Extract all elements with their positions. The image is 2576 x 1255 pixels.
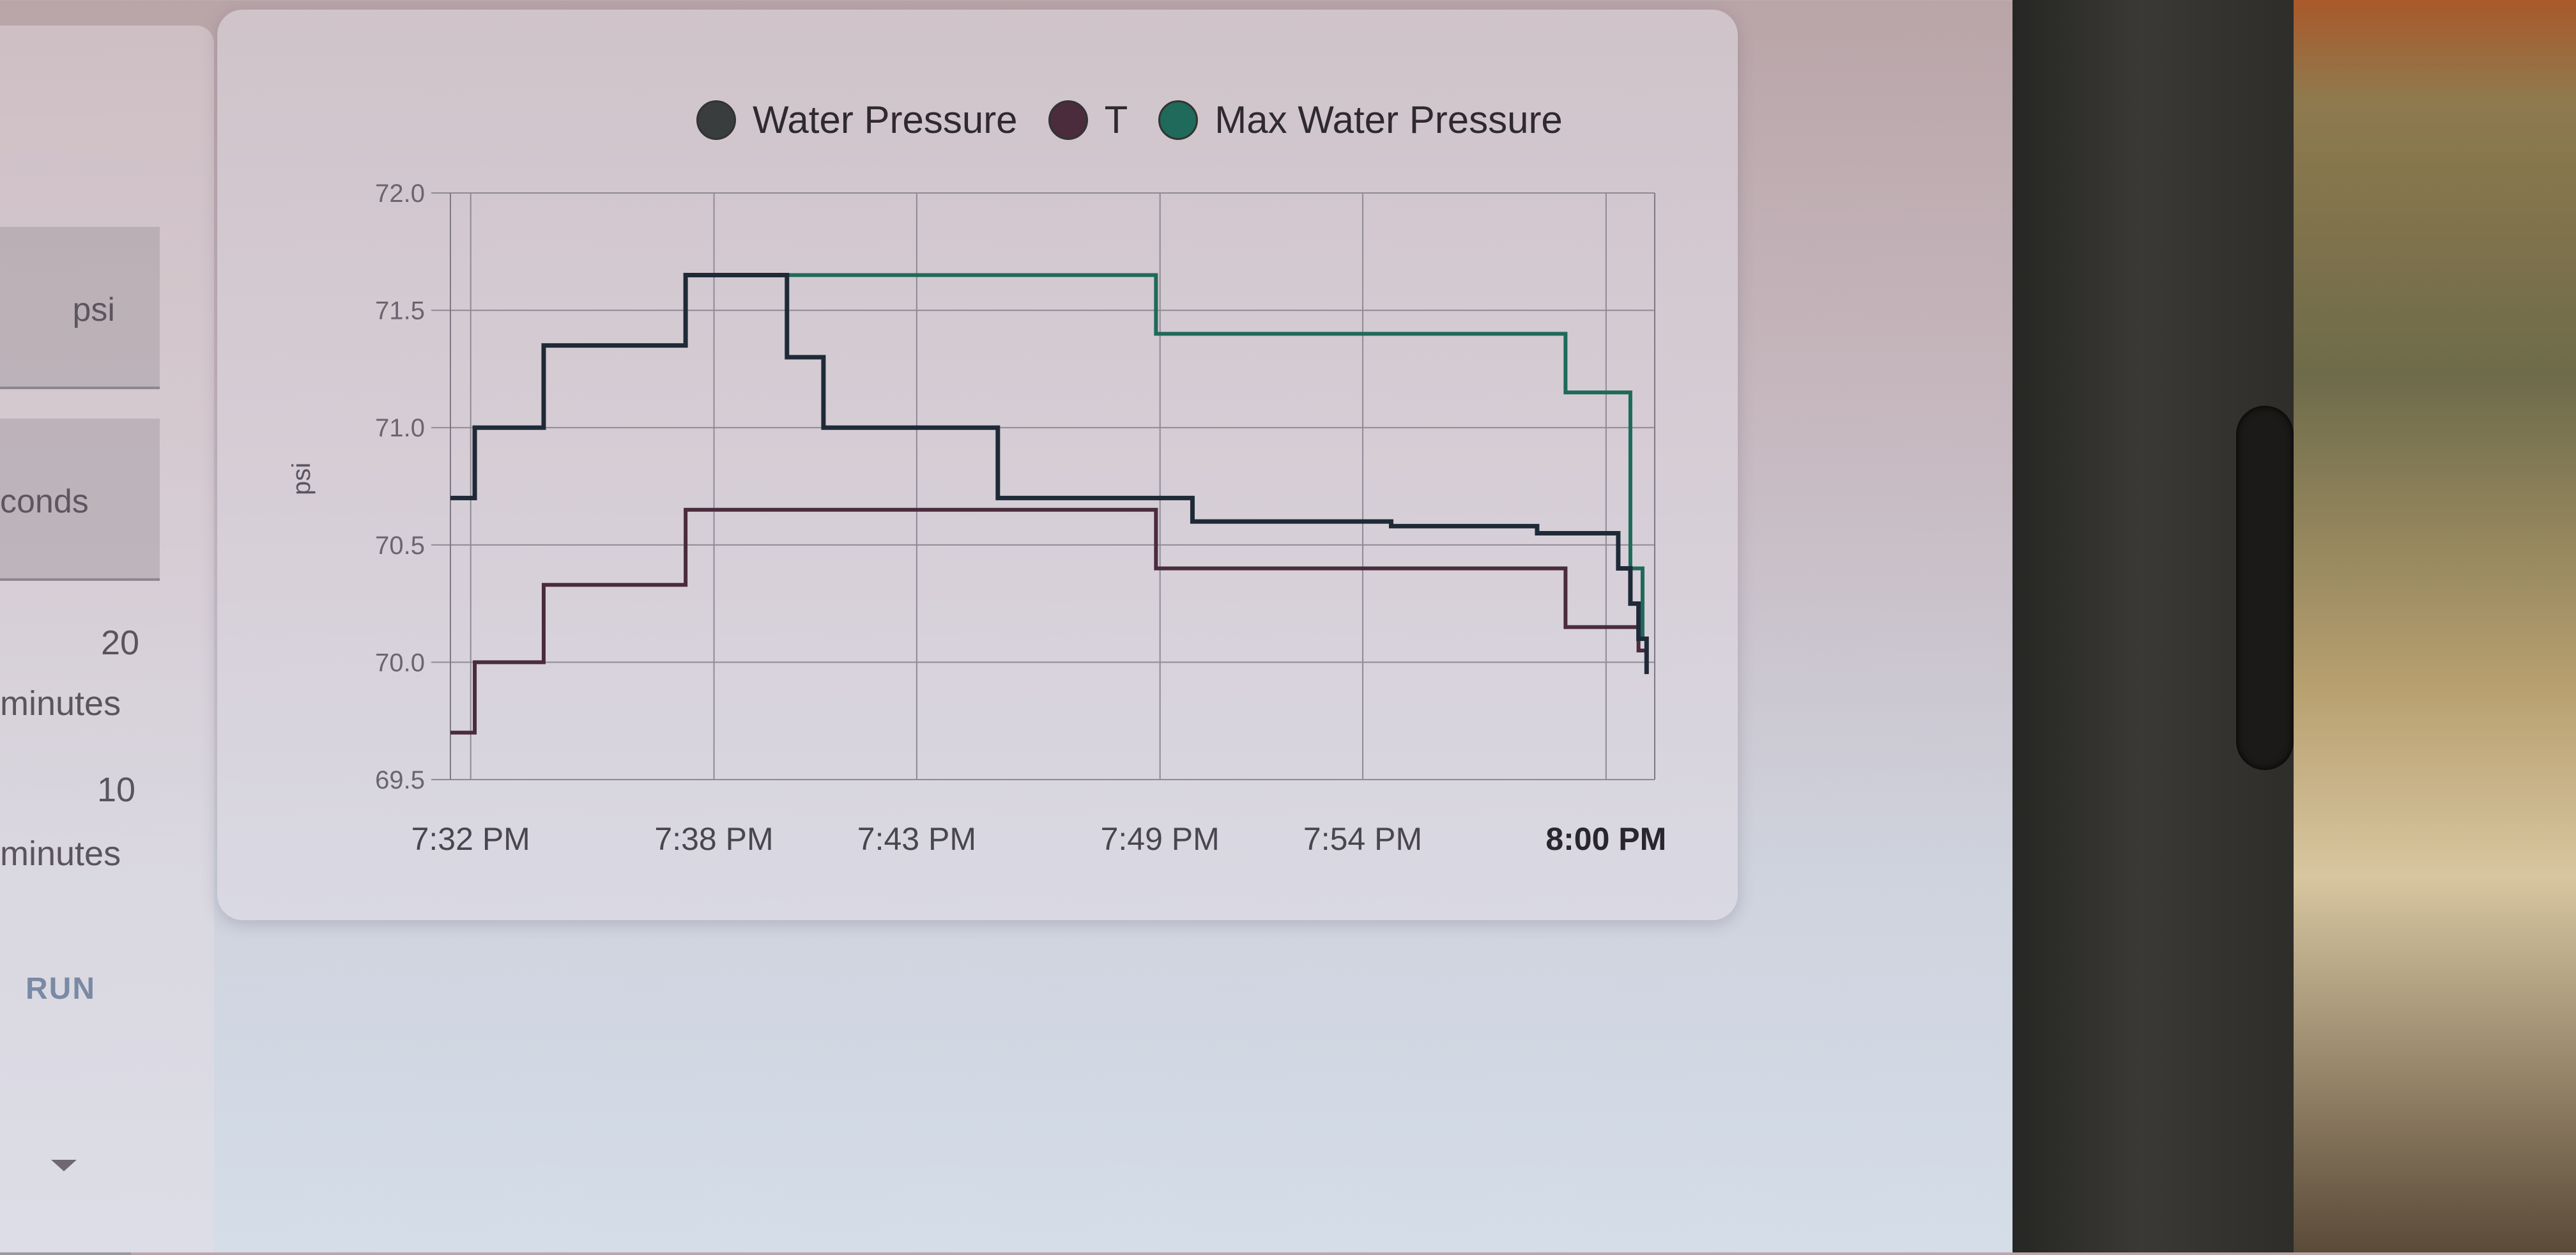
x-tick-label: 7:49 PM: [1101, 821, 1220, 857]
interval-field-label: conds: [0, 483, 89, 520]
legend-swatch-t: [1048, 100, 1088, 140]
series-line-t: [450, 507, 1649, 735]
chevron-down-icon[interactable]: [51, 1160, 77, 1171]
chart-card: Water Pressure T Max Water Pressure 72.0…: [217, 10, 1738, 920]
series-line-water-pressure: [450, 273, 1649, 674]
x-tick-label: 8:00 PM: [1545, 821, 1666, 857]
settings-panel: psi conds 20 minutes 10 minutes RUN: [0, 26, 214, 1255]
x-tick-label: 7:38 PM: [654, 821, 773, 857]
monitor-bezel-slot: [2236, 406, 2294, 770]
x-axis-ticks: 7:32 PM 7:38 PM 7:43 PM 7:49 PM 7:54 PM 8:00 …: [411, 821, 1667, 857]
legend-label-t: T: [1104, 98, 1128, 141]
legend-item-max-water-pressure[interactable]: Max Water Pressure: [1158, 98, 1563, 142]
interval-field[interactable]: conds: [0, 419, 160, 581]
dropdown-select[interactable]: [0, 1105, 131, 1255]
legend-item-t[interactable]: T: [1048, 98, 1128, 142]
legend-swatch-water-pressure: [696, 100, 736, 140]
option-a-value: 20: [101, 624, 140, 662]
option-b-unit: minutes: [0, 835, 121, 873]
chart-grid: [431, 192, 1655, 780]
chart-series: [450, 273, 1649, 735]
background-room: [2294, 0, 2576, 1252]
y-tick-label: 72.0: [375, 180, 425, 208]
legend-label-water-pressure: Water Pressure: [753, 98, 1018, 141]
x-tick-label: 7:54 PM: [1303, 821, 1422, 857]
legend-item-water-pressure[interactable]: Water Pressure: [696, 98, 1018, 142]
y-axis-ticks: 72.0 71.5 71.0 70.5 70.0 69.5: [375, 180, 425, 794]
x-tick-label: 7:43 PM: [857, 821, 976, 857]
y-tick-label: 70.0: [375, 649, 425, 677]
y-tick-label: 70.5: [375, 532, 425, 560]
series-line-max-water-pressure: [450, 273, 1649, 674]
y-tick-label: 69.5: [375, 766, 425, 794]
chart-svg: 72.071.571.070.570.069.5 7:32 PM 7:38 PM 7…: [288, 180, 1667, 857]
x-tick-label: 7:32 PM: [411, 821, 530, 857]
option-b-value: 10: [97, 771, 136, 809]
y-tick-label: 71.0: [375, 414, 425, 442]
chart-legend: Water Pressure T Max Water Pressure: [696, 98, 1593, 142]
run-button[interactable]: RUN: [26, 972, 96, 1006]
y-tick-label: 71.5: [375, 297, 425, 325]
option-a-unit: minutes: [0, 684, 121, 723]
unit-field[interactable]: psi: [0, 227, 160, 389]
unit-field-label: psi: [72, 291, 115, 328]
y-axis-label: psi: [288, 463, 316, 495]
legend-label-max-water-pressure: Max Water Pressure: [1215, 98, 1563, 141]
legend-swatch-max-water-pressure: [1158, 100, 1199, 140]
